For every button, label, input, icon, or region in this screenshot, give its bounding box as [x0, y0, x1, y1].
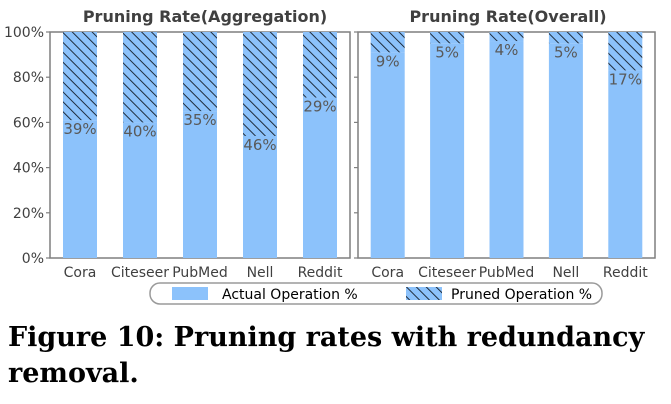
data-label: 17% — [609, 70, 642, 88]
x-tick-label: Reddit — [298, 265, 343, 281]
legend-swatch-actual — [172, 287, 208, 300]
data-label: 29% — [303, 98, 336, 116]
bar-pruned-nell — [548, 32, 583, 44]
legend-box — [149, 282, 603, 305]
legend-label-pruned: Pruned Operation % — [451, 287, 592, 303]
data-label: 46% — [243, 136, 276, 154]
bar-actual-pubmed — [183, 111, 217, 258]
y-tick-label: 0% — [22, 251, 44, 267]
data-label: 5% — [554, 43, 578, 61]
bar-pruned-pubmed — [489, 32, 524, 42]
bar-pruned-reddit — [608, 32, 643, 71]
x-tick-label: Nell — [247, 265, 274, 281]
data-label: 40% — [123, 122, 156, 140]
bar-actual-reddit — [303, 97, 337, 258]
bar-actual-cora — [63, 120, 97, 258]
bar-actual-reddit — [608, 70, 643, 258]
data-label: 9% — [376, 52, 400, 70]
x-tick-label: Cora — [371, 265, 404, 281]
legend-label-actual: Actual Operation % — [222, 287, 358, 303]
y-tick-label: 100% — [4, 25, 44, 41]
bar-actual-citeseer — [123, 122, 157, 259]
x-tick-label: Cora — [64, 265, 97, 281]
bar-actual-cora — [370, 52, 405, 259]
data-label: 5% — [435, 43, 459, 61]
figure-caption: Figure 10: Pruning rates with redundancy… — [8, 322, 645, 389]
data-label: 35% — [183, 111, 216, 129]
x-tick-label: PubMed — [172, 265, 228, 281]
y-tick-label: 20% — [13, 206, 44, 222]
bar-pruned-reddit — [303, 32, 337, 98]
bar-pruned-cora — [370, 32, 405, 53]
bar-pruned-pubmed — [183, 32, 217, 112]
data-label: 39% — [63, 120, 96, 138]
bar-actual-citeseer — [430, 43, 465, 258]
bar-actual-pubmed — [489, 41, 524, 258]
y-tick-label: 80% — [13, 70, 44, 86]
x-tick-label: Nell — [552, 265, 579, 281]
pruning-rate-figure: Pruning Rate(Aggregation) 0% 20% 40% 60% 80% 1… — [4, 7, 656, 305]
chart-title: Pruning Rate(Aggregation) — [83, 7, 327, 26]
x-tick-label: Citeseer — [418, 265, 476, 281]
bar-pruned-citeseer — [123, 32, 157, 123]
bar-pruned-cora — [63, 32, 97, 121]
bar-actual-nell — [548, 43, 583, 258]
bar-pruned-citeseer — [430, 32, 465, 44]
bar-actual-nell — [243, 135, 277, 258]
x-tick-label: Citeseer — [111, 265, 169, 281]
chart-title: Pruning Rate(Overall) — [409, 7, 606, 26]
y-tick-label: 40% — [13, 161, 44, 177]
x-tick-label: PubMed — [479, 265, 535, 281]
chart-panel-2: Pruning Rate(Overall) 9% Cora 5% Citeseer 4% P… — [354, 7, 656, 281]
chart-panel-1: Pruning Rate(Aggregation) 0% 20% 40% 60% 80% 1… — [4, 7, 351, 281]
x-tick-label: Reddit — [603, 265, 648, 281]
bar-pruned-nell — [243, 32, 277, 136]
chart-legend: Actual Operation % Pruned Operation % — [149, 282, 603, 305]
y-tick-label: 60% — [13, 115, 44, 131]
legend-swatch-pruned — [406, 287, 442, 300]
data-label: 4% — [495, 41, 519, 59]
